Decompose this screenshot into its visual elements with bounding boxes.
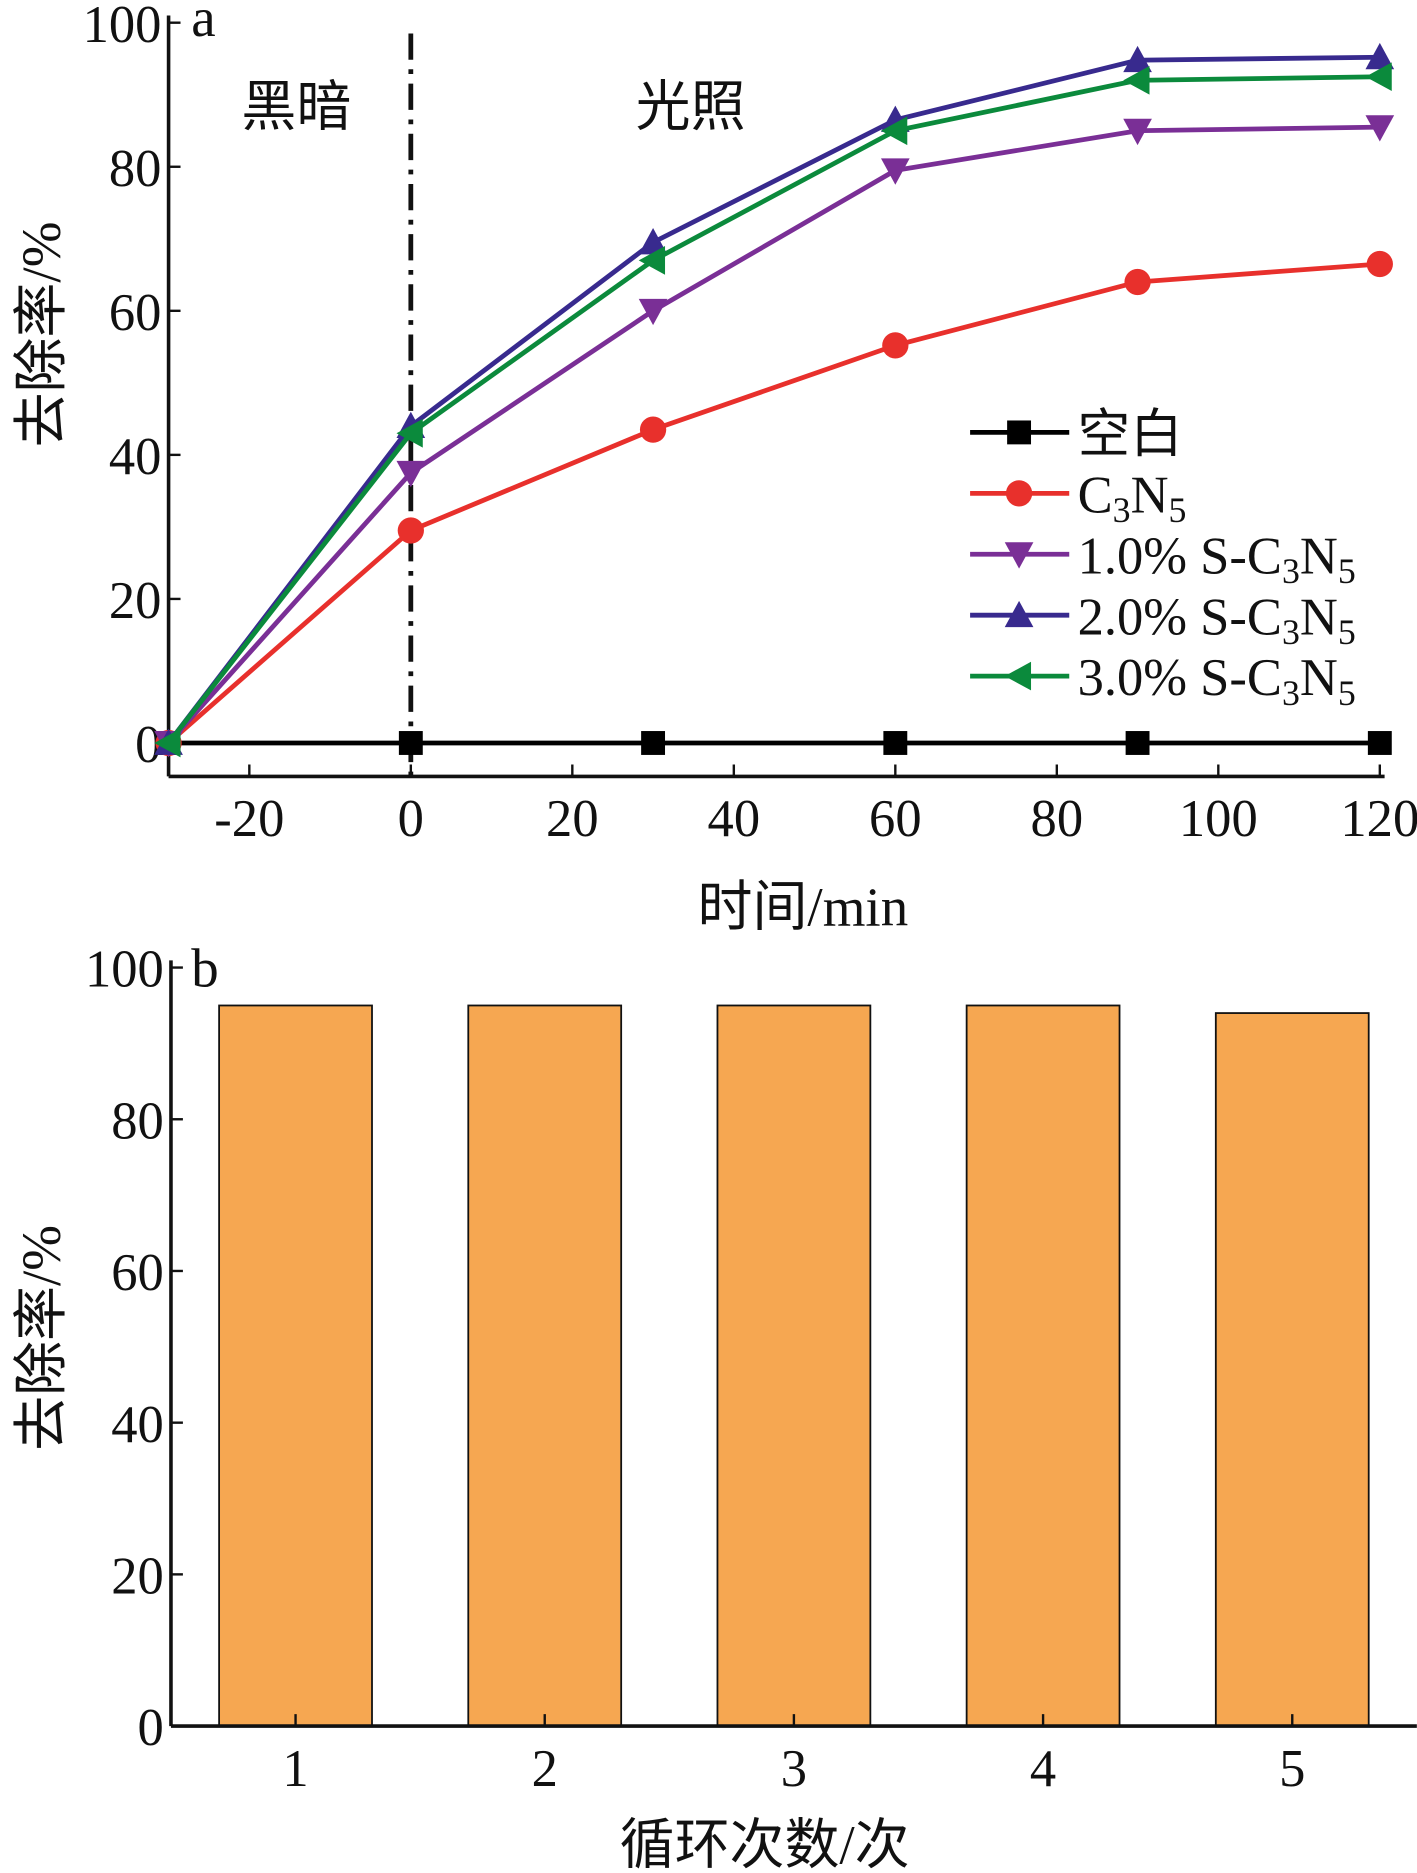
x-tick-label: 120 — [1340, 790, 1417, 848]
series-3: 2.0% S-C3N5 — [154, 42, 1395, 755]
y-tick-label: 60 — [111, 1244, 164, 1302]
marker-triangle-down — [1004, 542, 1034, 569]
marker-square — [1125, 731, 1150, 755]
bar-2 — [467, 1004, 623, 1727]
marker-triangle-up — [1004, 600, 1034, 628]
y-tick-label: 100 — [85, 941, 164, 999]
marker-circle — [882, 332, 909, 359]
marker-triangle-down — [396, 460, 426, 488]
series-4: 3.0% S-C3N5 — [154, 62, 1392, 758]
panel-label: a — [191, 0, 215, 48]
marker-triangle-up — [1123, 45, 1152, 73]
x-tick-label: 1 — [282, 1740, 308, 1798]
x-axis-label: 时间/min — [698, 877, 909, 938]
legend-label: 3.0% S-C3N5 — [1078, 649, 1356, 713]
y-tick-label: 40 — [111, 1396, 164, 1454]
marker-triangle-left — [638, 246, 666, 275]
x-tick-label: 4 — [1030, 1740, 1056, 1798]
series-2: 1.0% S-C3N5 — [154, 115, 1395, 758]
bar-1 — [218, 1004, 373, 1727]
y-tick-label: 40 — [109, 428, 162, 486]
x-tick-label: 20 — [546, 790, 599, 848]
x-tick-label: 3 — [781, 1740, 807, 1798]
x-tick-label: 80 — [1031, 790, 1084, 848]
y-tick-label: 80 — [111, 1092, 164, 1150]
annotation-dark: 黑暗 — [241, 76, 351, 137]
series-line — [166, 74, 1380, 745]
annotation-light: 光照 — [636, 76, 746, 137]
marker-triangle-left — [1004, 661, 1032, 691]
marker-triangle-left — [880, 116, 908, 146]
marker-triangle-up — [638, 228, 668, 255]
y-tick-label: 20 — [111, 1547, 164, 1605]
marker-circle — [639, 416, 667, 443]
legend-label: 2.0% S-C3N5 — [1078, 588, 1356, 652]
marker-triangle-up — [1365, 42, 1395, 70]
x-tick-label: 0 — [398, 790, 424, 848]
marker-square — [883, 731, 908, 755]
series-line — [166, 54, 1380, 745]
bar-5 — [1214, 1012, 1370, 1727]
marker-triangle-left — [396, 418, 423, 448]
marker-triangle-down — [1123, 118, 1152, 146]
y-tick-label: 80 — [109, 140, 162, 198]
marker-square — [641, 731, 666, 755]
legend-label: C3N5 — [1078, 466, 1187, 530]
marker-circle — [1366, 250, 1393, 278]
marker-square — [1007, 420, 1032, 445]
marker-circle — [1124, 268, 1151, 296]
panel-b-bar-chart: 1 2 3 4 5 0 20 40 60 80 100 b 循环次数/次 去除率/% — [11, 938, 1417, 1873]
marker-triangle-down — [880, 158, 910, 185]
x-tick-label: -20 — [214, 790, 284, 848]
bar-4 — [965, 1004, 1121, 1727]
y-tick-label: 0 — [138, 1699, 164, 1757]
x-axis-label: 循环次数/次 — [620, 1814, 910, 1873]
marker-circle — [1005, 480, 1033, 507]
legend-label: 1.0% S-C3N5 — [1078, 527, 1356, 591]
x-tick-label: 5 — [1279, 1740, 1305, 1798]
marker-triangle-left — [154, 728, 181, 758]
marker-triangle-down — [638, 298, 668, 326]
y-tick-label: 100 — [83, 0, 162, 54]
y-tick-label: 60 — [109, 284, 162, 342]
y-tick-label: 20 — [109, 572, 162, 630]
marker-triangle-left — [1123, 65, 1150, 95]
legend-label: 空白 — [1078, 406, 1183, 464]
series-line — [167, 261, 1380, 745]
x-tick-label: 100 — [1179, 790, 1258, 848]
marker-circle — [397, 517, 424, 544]
y-axis-label: 去除率/% — [11, 222, 72, 448]
panel-label: b — [191, 938, 218, 999]
marker-triangle-left — [1365, 62, 1392, 92]
x-tick-label: 40 — [708, 790, 761, 848]
marker-triangle-down — [1365, 115, 1395, 142]
y-axis-label: 去除率/% — [11, 1225, 72, 1451]
x-tick-label: 60 — [869, 790, 922, 848]
marker-square — [398, 731, 423, 755]
series-line — [166, 124, 1380, 745]
x-tick-label: 2 — [532, 1740, 558, 1798]
marker-square — [1367, 731, 1392, 755]
bar-3 — [716, 1004, 872, 1727]
